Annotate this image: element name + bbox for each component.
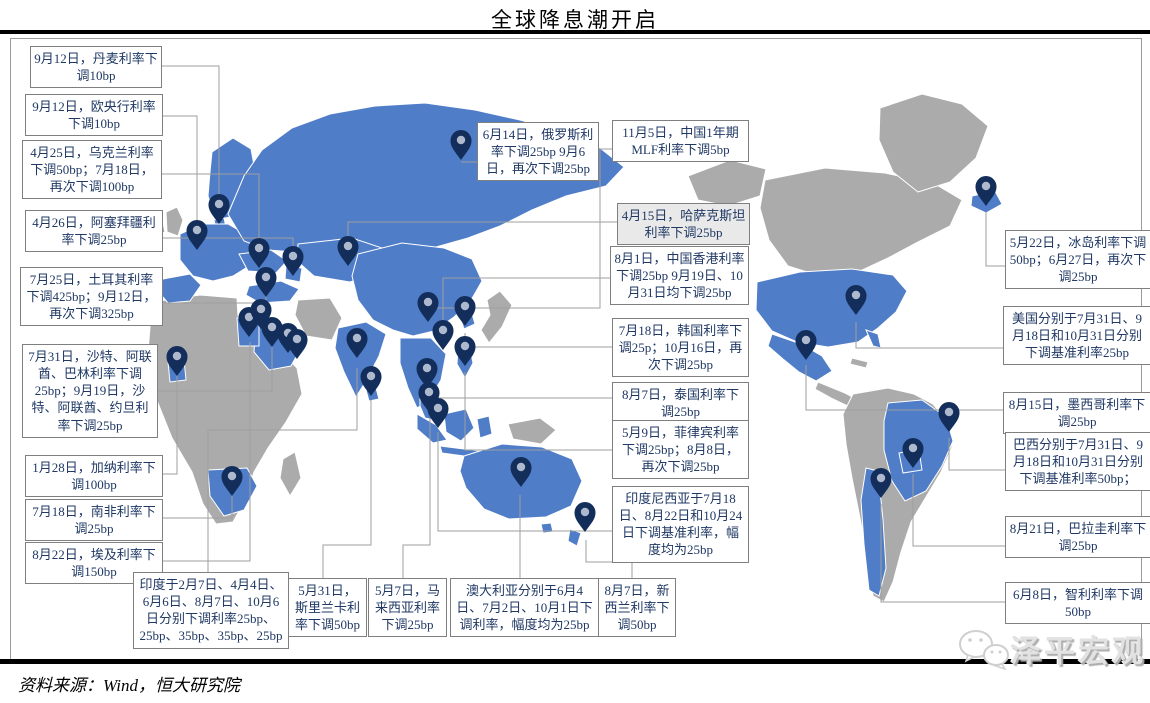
annotation-turkey: 7月25日，土耳其利率下调425bp；9月12日，再次下调325bp [20,267,163,327]
annotation-korea: 7月18日，韩国利率下调25p；10月16日，再次下调25bp [612,318,749,378]
pin-denmark-icon [208,194,230,224]
watermark-label: 泽平宏观 [1010,634,1146,669]
annotation-kazakhstan: 4月15日，哈萨克斯坦利率下调25bp [617,203,750,246]
annotation-ukraine: 4月25日，乌克兰利率下调50bp；7月18日，再次下调100bp [22,140,162,200]
pin-new-zealand-icon [574,502,596,532]
annotation-gulf: 7月31日，沙特、阿联酋、巴林利率下调25bp；9月19日，沙特、阿联酋、约旦利… [22,344,158,438]
source-note: 资料来源：Wind，恒大研究院 [18,676,240,695]
annotation-australia: 澳大利亚分别于6月4日、7月2日、10月1日下调利率，幅度均为25bp [450,578,599,638]
page-title: 全球降息潮开启 [491,8,659,32]
annotation-hong-kong: 8月1日，中国香港利率下调25bp 9月19日、10月31日均下调25bp [610,246,749,306]
annotation-malaysia: 5月7日，马来西亚利率下调25bp [368,578,447,638]
annotation-mexico: 8月15日，墨西哥利率下调25bp [1003,392,1150,435]
bottom-rule [0,659,1150,664]
annotation-ecb: 9月12日，欧央行利率下调10bp [25,94,163,137]
annotation-egypt: 8月22日，埃及利率下调150bp [25,542,163,585]
annotation-paraguay: 8月21日，巴拉圭利率下调25bp [1005,516,1150,559]
annotation-new-zealand: 8月7日，新西兰利率下调50bp [598,578,676,638]
annotation-sri-lanka: 5月31日，斯里兰卡利率下调50bp [288,578,367,638]
annotation-china-mlf: 11月5日，中国1年期MLF利率下调5bp [612,120,749,163]
annotation-iceland: 5月22日，冰岛利率下调50bp；6月27日，再次下调25bp [1005,230,1150,290]
annotation-usa: 美国分别于7月31日、9月18日和10月31日分别下调基准利率25bp [1003,306,1150,366]
title-underline [0,30,1150,34]
annotation-thailand: 8月7日，泰国利率下调25bp [612,382,749,425]
annotation-philippines: 5月9日，菲律宾利率下调25bp；8月8日，再次下调25bp [612,420,749,480]
annotation-russia: 6月14日，俄罗斯利率下调25bp 9月6日，再次下调25bp [477,122,599,182]
annotation-india: 印度于2月7日、4月4日、6月6日、8月7日、10月6日分别下调利率25bp、2… [133,572,289,649]
annotation-denmark: 9月12日，丹麦利率下调10bp [30,46,162,89]
annotation-brazil: 巴西分别于7月31日、9月18日和10月31日分别下调基准利率50bp； [1005,432,1150,492]
annotation-indonesia: 印度尼西亚于7月18日、8月22日和10月24日下调基准利率，幅度均为25bp [612,486,749,563]
pin-sri-lanka-icon [360,366,382,396]
wechat-icon [959,629,1009,670]
connector-lines [152,65,1005,603]
annotation-azerbaijan: 4月26日，阿塞拜疆利率下调25bp [25,210,163,253]
annotation-chile: 6月8日，智利利率下调50bp [1005,582,1150,625]
watermark: 泽平宏观 [956,626,1146,671]
annotation-ghana: 1月28日，加纳利率下调100bp [25,455,163,498]
annotation-south-africa: 7月18日，南非利率下调25bp [25,499,163,542]
